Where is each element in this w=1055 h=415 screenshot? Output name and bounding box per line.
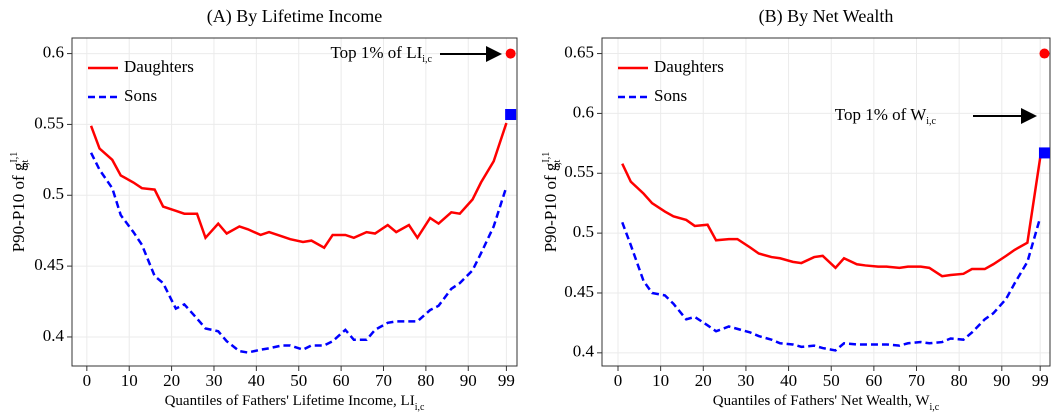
plot-frame: [71, 37, 518, 367]
annotation-sub: i,c: [926, 116, 936, 127]
y-tick-label: 0.4: [43, 326, 65, 345]
x-tick-label: 0: [614, 371, 623, 390]
x-tick-label: 80: [417, 371, 434, 390]
legend-label: Daughters: [124, 57, 194, 76]
y-axis-label: P90-P10 of gI,1i,t: [541, 152, 563, 253]
series-line: [89, 152, 508, 354]
y-axis-label-sub: i,t: [552, 159, 563, 167]
x-tick-label: 40: [248, 371, 265, 390]
x-tick-label: 60: [865, 371, 882, 390]
x-tick-label: 70: [908, 371, 925, 390]
x-tick-label: 99: [1032, 371, 1049, 390]
legend-label: Sons: [654, 86, 687, 105]
legend-label: Sons: [124, 86, 157, 105]
x-tick-label: 90: [993, 371, 1010, 390]
y-tick-label: 0.45: [564, 282, 594, 301]
annotation: Top 1% of LIi,c: [330, 43, 432, 65]
x-axis-label: Quantiles of Fathers' Lifetime Income, L…: [165, 393, 425, 412]
annotation-sub: i,c: [422, 54, 432, 65]
annotation-main: Top 1% of LI: [330, 43, 422, 62]
panel-title: (A) By Lifetime Income: [207, 6, 382, 27]
series-line: [621, 157, 1042, 278]
annotation-main: Top 1% of W: [835, 105, 927, 124]
x-tick-label: 10: [121, 371, 138, 390]
y-tick-label: 0.55: [564, 162, 594, 181]
x-tick-label: 70: [375, 371, 392, 390]
x-tick-label: 50: [290, 371, 307, 390]
y-tick-label: 0.65: [564, 42, 594, 61]
series-line: [89, 122, 508, 250]
x-tick-label: 40: [780, 371, 797, 390]
y-tick-label: 0.5: [573, 222, 594, 241]
x-axis-label-main: Quantiles of Fathers' Lifetime Income, L…: [165, 393, 415, 409]
y-axis-label-sup: I,1: [541, 152, 552, 163]
y-axis-label: P90-P10 of gI,1i,t: [9, 152, 31, 253]
top-marker: [505, 48, 516, 59]
x-tick-label: 20: [695, 371, 712, 390]
y-axis-label-main: P90-P10 of g: [9, 162, 28, 252]
x-tick-label: 50: [823, 371, 840, 390]
x-axis-label-sub: i,c: [930, 402, 940, 413]
y-axis-label-main: P90-P10 of g: [541, 162, 560, 252]
x-tick-label: 0: [83, 371, 92, 390]
x-tick-label: 20: [163, 371, 180, 390]
x-axis-label: Quantiles of Fathers' Net Wealth, Wi,c: [713, 393, 940, 412]
y-tick-label: 0.45: [34, 255, 64, 274]
x-tick-label: 99: [498, 371, 515, 390]
top-marker: [1039, 48, 1050, 59]
x-tick-label: 80: [951, 371, 968, 390]
y-tick-label: 0.6: [573, 102, 594, 121]
y-tick-label: 0.5: [43, 184, 64, 203]
y-tick-label: 0.6: [43, 42, 64, 61]
x-tick-label: 10: [652, 371, 669, 390]
y-tick-label: 0.55: [34, 113, 64, 132]
y-axis-label-sup: I,1: [9, 152, 20, 163]
x-axis-label-main: Quantiles of Fathers' Net Wealth, W: [713, 393, 931, 409]
x-tick-label: 90: [460, 371, 477, 390]
y-tick-label: 0.4: [573, 342, 595, 361]
x-axis-label-sub: i,c: [415, 402, 425, 413]
x-tick-label: 30: [205, 371, 222, 390]
x-tick-label: 60: [333, 371, 350, 390]
top-marker: [505, 109, 517, 121]
plot-frame: [601, 37, 1051, 367]
series-line: [621, 217, 1042, 352]
panel-title: (B) By Net Wealth: [759, 6, 894, 27]
top-marker: [1038, 147, 1050, 159]
legend-label: Daughters: [654, 57, 724, 76]
annotation: Top 1% of Wi,c: [835, 105, 937, 127]
x-tick-label: 30: [737, 371, 754, 390]
y-axis-label-sub: i,t: [20, 159, 31, 167]
